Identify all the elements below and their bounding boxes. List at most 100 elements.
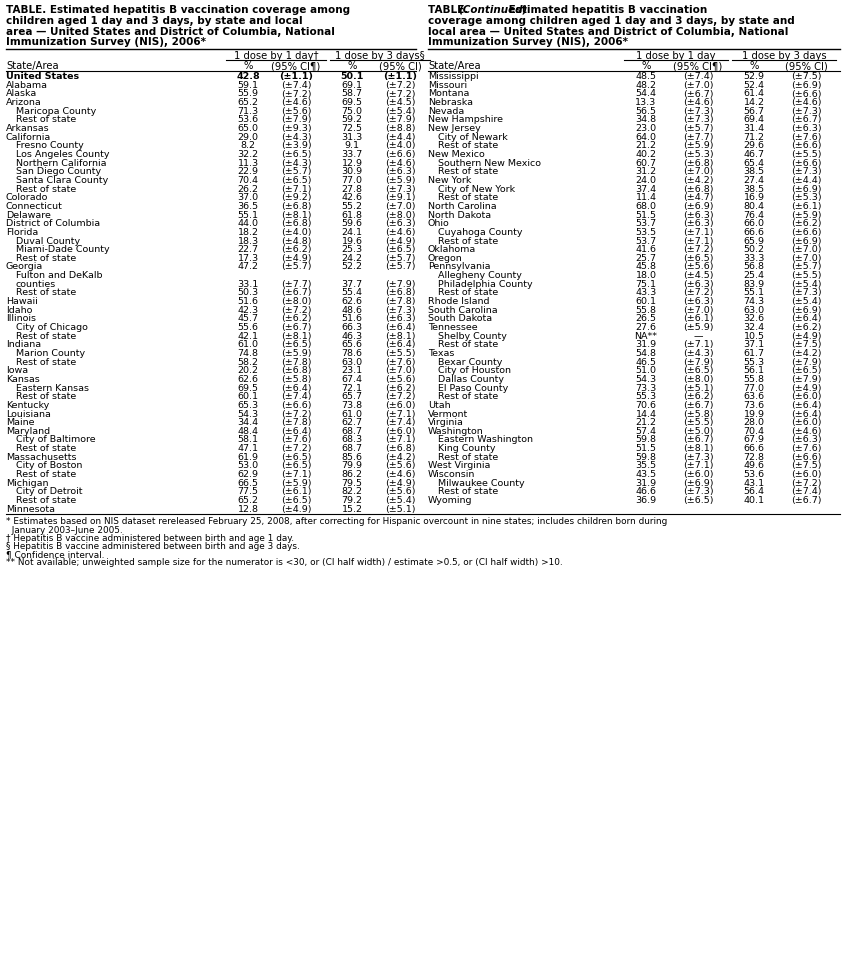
Text: 69.5: 69.5 — [342, 98, 363, 107]
Text: Nebraska: Nebraska — [428, 98, 473, 107]
Text: (±5.6): (±5.6) — [683, 263, 713, 271]
Text: (±6.5): (±6.5) — [281, 150, 311, 159]
Text: 19.6: 19.6 — [342, 236, 363, 245]
Text: 71.2: 71.2 — [744, 132, 765, 142]
Text: Rest of state: Rest of state — [438, 288, 498, 298]
Text: 37.4: 37.4 — [636, 185, 657, 194]
Text: 17.3: 17.3 — [237, 254, 258, 263]
Text: 18.3: 18.3 — [237, 236, 258, 245]
Text: 51.5: 51.5 — [636, 210, 657, 220]
Text: (±7.3): (±7.3) — [791, 167, 821, 176]
Text: 29.6: 29.6 — [744, 141, 765, 151]
Text: (±6.9): (±6.9) — [791, 81, 821, 90]
Text: 12.8: 12.8 — [237, 505, 258, 514]
Text: 66.6: 66.6 — [744, 228, 765, 236]
Text: 48.4: 48.4 — [237, 427, 258, 436]
Text: 75.0: 75.0 — [342, 107, 363, 116]
Text: 1 dose by 1 day†: 1 dose by 1 day† — [234, 51, 318, 60]
Text: (±7.4): (±7.4) — [281, 392, 311, 401]
Text: San Diego County: San Diego County — [16, 167, 101, 176]
Text: 46.7: 46.7 — [744, 150, 765, 159]
Text: January 2003–June 2005.: January 2003–June 2005. — [6, 525, 122, 534]
Text: (±6.3): (±6.3) — [385, 314, 415, 323]
Text: (±7.2): (±7.2) — [791, 479, 821, 487]
Text: (±8.1): (±8.1) — [385, 332, 415, 341]
Text: (±8.0): (±8.0) — [385, 210, 415, 220]
Text: (±7.4): (±7.4) — [791, 487, 821, 496]
Text: (±5.9): (±5.9) — [683, 323, 713, 332]
Text: 21.2: 21.2 — [636, 418, 657, 427]
Text: Alaska: Alaska — [6, 90, 37, 98]
Text: 1 dose by 3 days§: 1 dose by 3 days§ — [335, 51, 425, 60]
Text: 55.1: 55.1 — [744, 288, 765, 298]
Text: Southern New Mexico: Southern New Mexico — [438, 159, 541, 167]
Text: (±6.7): (±6.7) — [281, 288, 311, 298]
Text: (±8.0): (±8.0) — [683, 375, 713, 384]
Text: (±6.6): (±6.6) — [791, 141, 821, 151]
Text: (±6.8): (±6.8) — [385, 288, 415, 298]
Text: 1 dose by 3 days: 1 dose by 3 days — [742, 51, 826, 60]
Text: Dallas County: Dallas County — [438, 375, 504, 384]
Text: (±6.4): (±6.4) — [791, 314, 821, 323]
Text: 59.1: 59.1 — [237, 81, 258, 90]
Text: (±4.5): (±4.5) — [683, 271, 713, 280]
Text: 35.5: 35.5 — [636, 461, 657, 471]
Text: Maine: Maine — [6, 418, 35, 427]
Text: 72.5: 72.5 — [342, 125, 363, 133]
Text: 55.9: 55.9 — [237, 90, 258, 98]
Text: 11.4: 11.4 — [636, 194, 657, 202]
Text: 72.1: 72.1 — [342, 383, 363, 392]
Text: (±7.3): (±7.3) — [683, 116, 713, 125]
Text: Tennessee: Tennessee — [428, 323, 478, 332]
Text: (±6.1): (±6.1) — [791, 202, 821, 211]
Text: (±7.0): (±7.0) — [385, 366, 415, 376]
Text: 86.2: 86.2 — [342, 470, 363, 479]
Text: (±7.9): (±7.9) — [281, 116, 311, 125]
Text: (±5.4): (±5.4) — [791, 280, 821, 289]
Text: Rest of state: Rest of state — [16, 392, 76, 401]
Text: (±5.7): (±5.7) — [281, 167, 311, 176]
Text: (±6.8): (±6.8) — [281, 219, 311, 229]
Text: (±7.3): (±7.3) — [683, 107, 713, 116]
Text: 53.7: 53.7 — [636, 219, 657, 229]
Text: 51.6: 51.6 — [342, 314, 363, 323]
Text: (±7.8): (±7.8) — [281, 358, 311, 367]
Text: (±6.5): (±6.5) — [791, 366, 821, 376]
Text: Pennsylvania: Pennsylvania — [428, 263, 490, 271]
Text: Northern California: Northern California — [16, 159, 106, 167]
Text: 42.6: 42.6 — [342, 194, 363, 202]
Text: (±7.2): (±7.2) — [683, 288, 713, 298]
Text: 63.0: 63.0 — [744, 306, 765, 314]
Text: 70.6: 70.6 — [636, 401, 657, 410]
Text: (±8.1): (±8.1) — [281, 332, 311, 341]
Text: New Mexico: New Mexico — [428, 150, 484, 159]
Text: (±6.0): (±6.0) — [791, 470, 821, 479]
Text: (±7.0): (±7.0) — [683, 306, 713, 314]
Text: 62.7: 62.7 — [342, 418, 363, 427]
Text: Los Angeles County: Los Angeles County — [16, 150, 110, 159]
Text: Vermont: Vermont — [428, 410, 468, 418]
Text: (±5.0): (±5.0) — [683, 427, 713, 436]
Text: (±6.4): (±6.4) — [791, 401, 821, 410]
Text: City of Chicago: City of Chicago — [16, 323, 88, 332]
Text: New York: New York — [428, 176, 472, 185]
Text: Connecticut: Connecticut — [6, 202, 62, 211]
Text: counties: counties — [16, 280, 57, 289]
Text: (±4.6): (±4.6) — [791, 98, 821, 107]
Text: (±4.6): (±4.6) — [281, 98, 311, 107]
Text: (±6.7): (±6.7) — [683, 436, 713, 445]
Text: City of Newark: City of Newark — [438, 132, 508, 142]
Text: TABLE.: TABLE. — [428, 5, 472, 15]
Text: 50.2: 50.2 — [744, 245, 765, 254]
Text: (±5.4): (±5.4) — [385, 107, 415, 116]
Text: 34.4: 34.4 — [237, 418, 258, 427]
Text: (±6.3): (±6.3) — [683, 219, 713, 229]
Text: Michigan: Michigan — [6, 479, 48, 487]
Text: (±5.1): (±5.1) — [683, 383, 713, 392]
Text: (±5.8): (±5.8) — [281, 375, 311, 384]
Text: 47.1: 47.1 — [237, 444, 258, 453]
Text: Utah: Utah — [428, 401, 451, 410]
Text: 42.3: 42.3 — [237, 306, 258, 314]
Text: (±6.8): (±6.8) — [385, 444, 415, 453]
Text: 23.1: 23.1 — [342, 366, 363, 376]
